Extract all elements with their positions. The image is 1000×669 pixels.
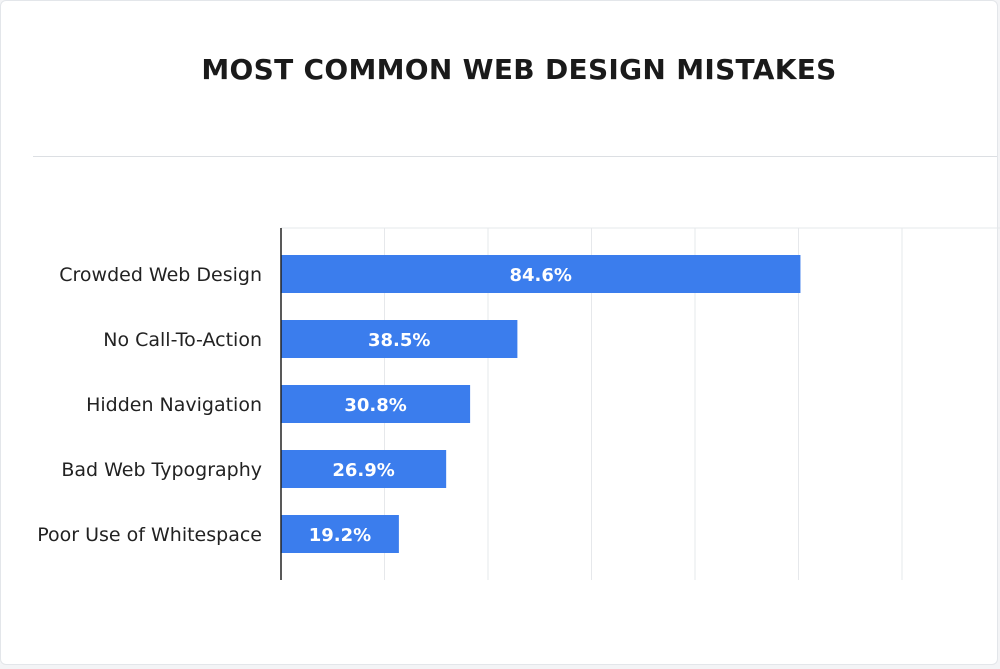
category-label: Bad Web Typography xyxy=(61,459,262,481)
category-label: Hidden Navigation xyxy=(86,394,262,416)
category-label: Crowded Web Design xyxy=(59,264,262,286)
value-label: 38.5% xyxy=(368,330,430,351)
value-label: 19.2% xyxy=(309,525,371,546)
bar xyxy=(281,255,801,293)
value-labels: 84.6% 38.5% 30.8% 26.9% 19.2% xyxy=(309,265,572,546)
category-label: Poor Use of Whitespace xyxy=(37,524,262,546)
value-label: 84.6% xyxy=(509,265,571,286)
title-divider xyxy=(33,156,997,157)
bar xyxy=(281,385,471,423)
bar xyxy=(281,450,447,488)
category-label: No Call-To-Action xyxy=(103,329,262,351)
value-label: 26.9% xyxy=(332,460,394,481)
category-labels: Crowded Web Design No Call-To-Action Hidde… xyxy=(37,264,262,546)
bar xyxy=(281,320,518,358)
value-label: 30.8% xyxy=(344,395,406,416)
bar xyxy=(281,515,399,553)
chart-title: MOST COMMON WEB DESIGN MISTAKES xyxy=(201,53,837,86)
bars xyxy=(281,255,801,553)
